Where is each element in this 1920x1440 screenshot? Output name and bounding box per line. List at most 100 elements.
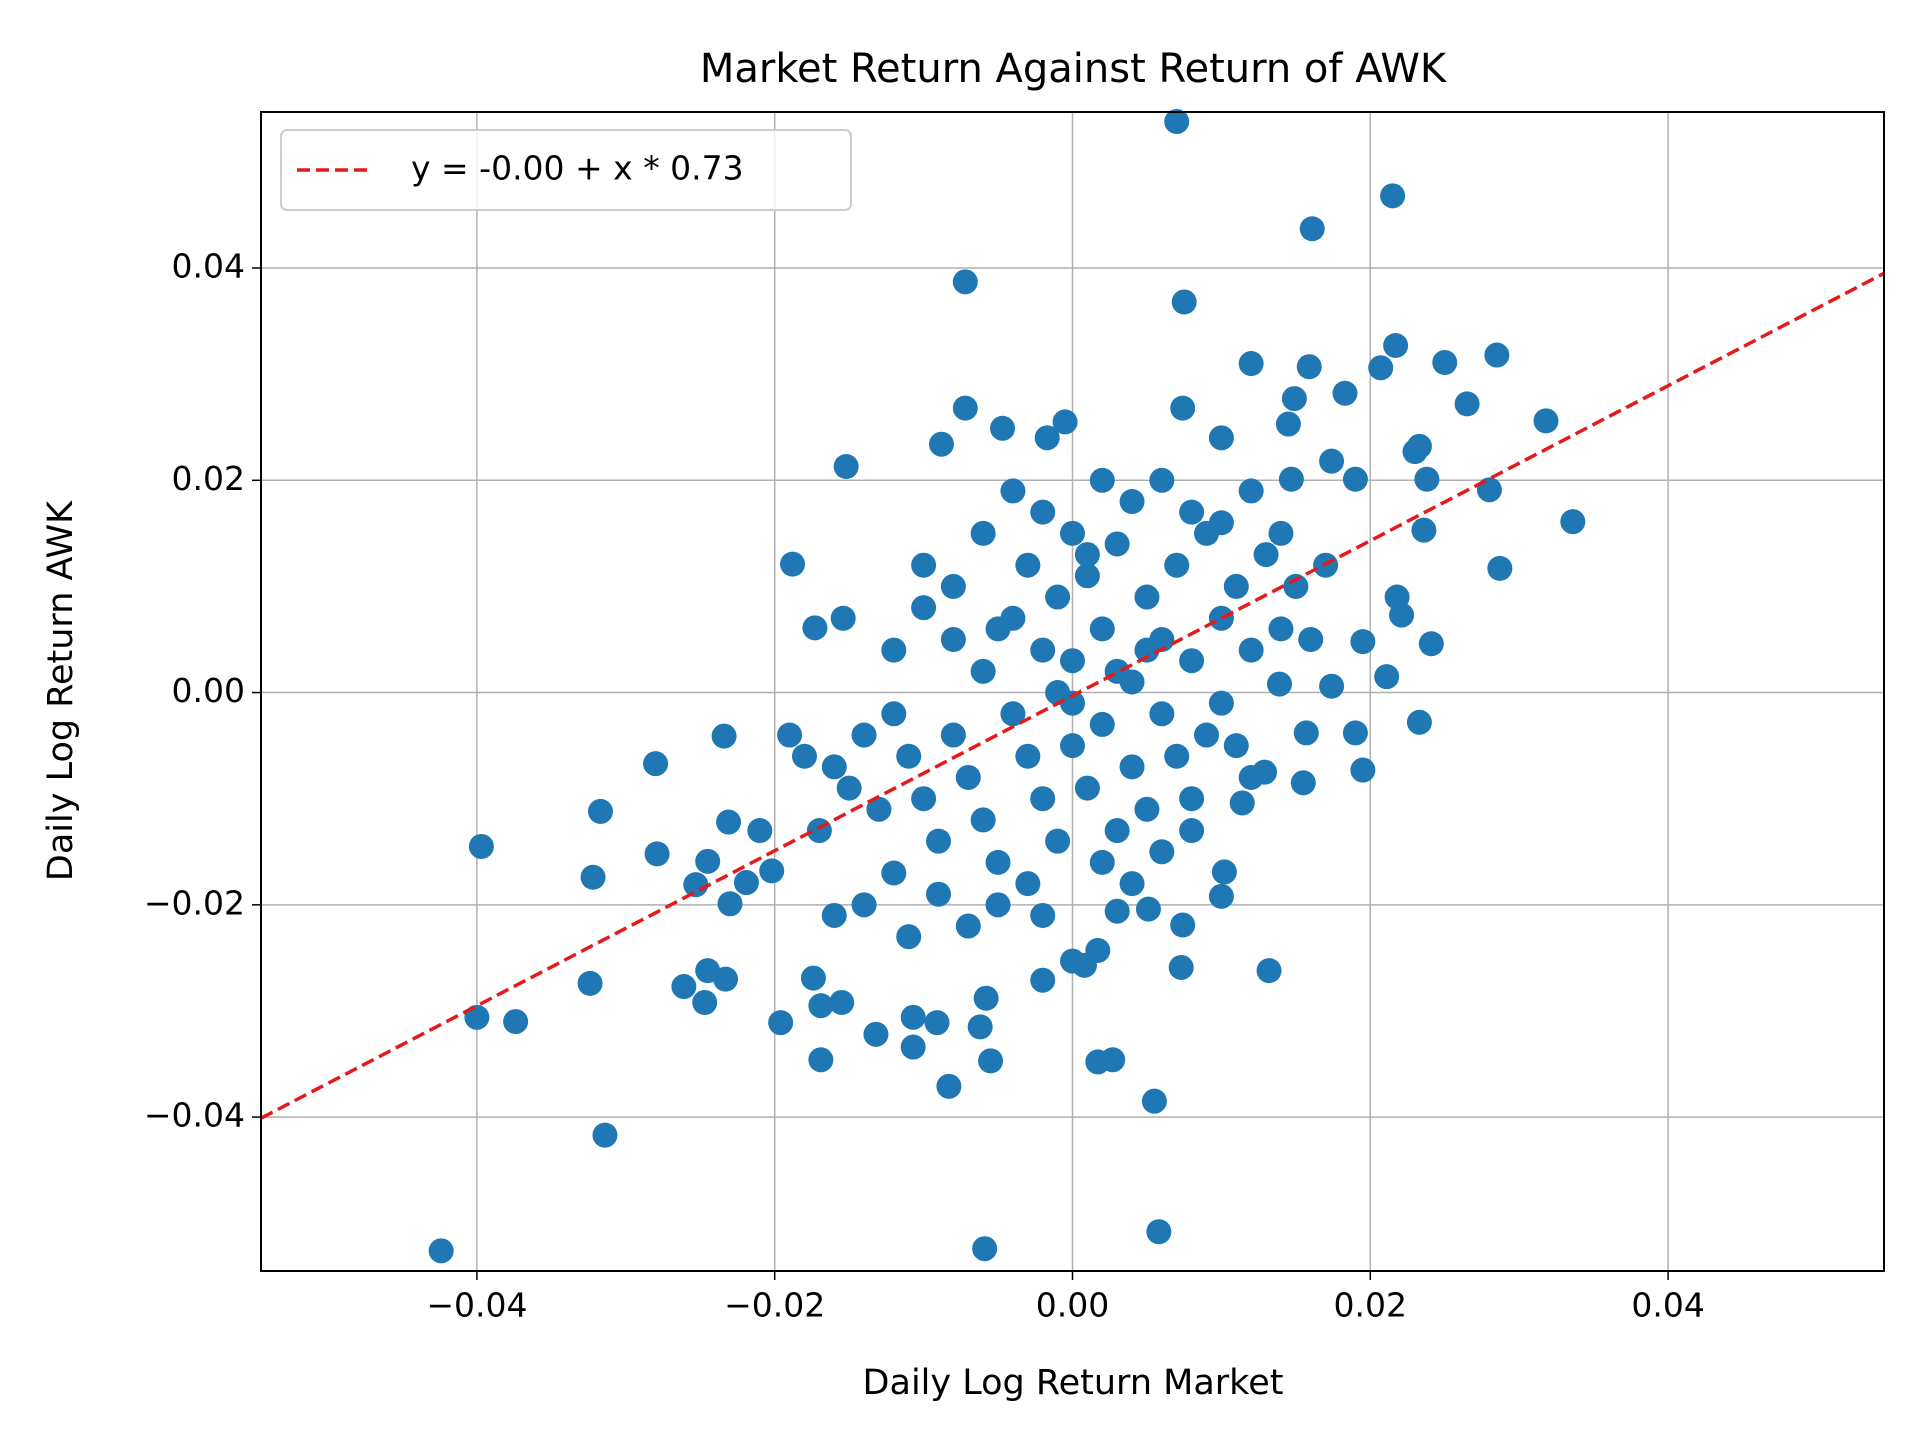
scatter-point xyxy=(1179,499,1205,525)
scatter-point xyxy=(711,723,737,749)
scatter-point xyxy=(695,958,721,984)
scatter-point xyxy=(1238,637,1264,663)
scatter-point xyxy=(830,605,856,631)
x-tick-label: 0.02 xyxy=(1334,1286,1407,1325)
scatter-point xyxy=(1089,467,1115,493)
scatter-point xyxy=(1149,839,1175,865)
scatter-point xyxy=(881,637,907,663)
scatter-point xyxy=(1052,409,1078,435)
scatter-point xyxy=(1223,733,1249,759)
scatter-point xyxy=(1278,466,1304,492)
scatter-point xyxy=(1208,883,1234,909)
scatter-point xyxy=(881,701,907,727)
scatter-point xyxy=(1332,380,1358,406)
scatter-point xyxy=(1533,408,1559,434)
scatter-point xyxy=(808,1047,834,1073)
scatter-point xyxy=(881,860,907,886)
scatter-point xyxy=(1342,720,1368,746)
x-tick-label: −0.04 xyxy=(426,1286,527,1325)
scatter-point xyxy=(1319,673,1345,699)
scatter-point xyxy=(1000,701,1026,727)
scatter-point xyxy=(1414,466,1440,492)
scatter-point xyxy=(928,431,954,457)
scatter-point xyxy=(1179,648,1205,674)
scatter-point xyxy=(1342,466,1368,492)
scatter-point xyxy=(1104,818,1130,844)
scatter-point xyxy=(1168,954,1194,980)
scatter-point xyxy=(1060,520,1085,546)
scatter-point xyxy=(911,552,937,578)
scatter-point xyxy=(1146,1219,1172,1245)
scatter-point xyxy=(1484,342,1510,368)
scatter-point xyxy=(1299,216,1325,242)
scatter-point xyxy=(985,849,1011,875)
y-tick-label: −0.04 xyxy=(144,1096,245,1135)
scatter-point xyxy=(1268,616,1294,642)
scatter-point xyxy=(896,924,922,950)
scatter-point xyxy=(1015,743,1041,769)
scatter-point xyxy=(1104,658,1130,684)
scatter-point xyxy=(821,902,847,928)
scatter-point xyxy=(940,573,966,599)
scatter-point xyxy=(592,1122,618,1148)
scatter-point xyxy=(802,615,828,641)
scatter-point xyxy=(587,798,613,824)
scatter-point xyxy=(1290,770,1316,796)
scatter-point xyxy=(1432,349,1458,375)
y-tick-label: −0.02 xyxy=(144,883,245,922)
scatter-point xyxy=(747,818,773,844)
scatter-point xyxy=(1253,542,1279,568)
scatter-point xyxy=(692,989,718,1015)
scatter-point xyxy=(952,269,978,295)
scatter-point xyxy=(428,1238,454,1264)
scatter-point xyxy=(970,520,996,546)
scatter-point xyxy=(1238,478,1264,504)
scatter-point xyxy=(1134,796,1160,822)
scatter-point xyxy=(1134,584,1160,610)
scatter-point xyxy=(1030,637,1056,663)
scatter-point xyxy=(955,764,981,790)
scatter-point xyxy=(1229,790,1255,816)
scatter-point xyxy=(821,754,847,780)
scatter-point xyxy=(1368,355,1394,381)
scatter-point xyxy=(1015,552,1041,578)
scatter-point xyxy=(833,453,859,479)
scatter-point xyxy=(936,1073,962,1099)
scatter-point xyxy=(1074,563,1100,589)
scatter-point xyxy=(1170,395,1196,421)
scatter-point xyxy=(1384,584,1410,610)
scatter-point xyxy=(643,751,669,777)
scatter-point xyxy=(468,833,494,859)
scatter-point xyxy=(1045,680,1071,706)
scatter-point xyxy=(952,395,978,421)
plot-frame xyxy=(260,111,1885,1272)
scatter-point xyxy=(1266,671,1292,697)
scatter-point xyxy=(800,965,826,991)
x-tick-label: 0.00 xyxy=(1036,1286,1109,1325)
scatter-point xyxy=(1179,818,1205,844)
grid: −0.04 −0.02 0.00 0.02 0.04 −0.04 −0.02 0.00 0.02… xyxy=(144,112,1884,1325)
plot-marks xyxy=(260,109,1885,1264)
scatter-point xyxy=(1060,733,1085,759)
scatter-point xyxy=(1281,386,1307,412)
scatter-point xyxy=(1170,912,1196,938)
scatter-point xyxy=(671,974,697,1000)
scatter-point xyxy=(733,870,759,896)
scatter-point xyxy=(1402,439,1428,465)
scatter-point xyxy=(1298,626,1324,652)
scatter-point xyxy=(925,881,951,907)
scatter-point xyxy=(1085,937,1111,963)
x-tick-label: 0.04 xyxy=(1631,1286,1704,1325)
scatter-point xyxy=(1060,648,1085,674)
scatter-point xyxy=(1135,896,1161,922)
scatter-point xyxy=(768,1010,794,1036)
scatter-point xyxy=(829,989,855,1015)
scatter-point xyxy=(716,809,742,835)
scatter-point xyxy=(1141,1088,1167,1114)
scatter-point xyxy=(1208,425,1234,451)
scatter-point xyxy=(940,626,966,652)
scatter-point xyxy=(1454,391,1480,417)
scatter-point xyxy=(1283,573,1309,599)
scatter-point xyxy=(1275,411,1301,437)
